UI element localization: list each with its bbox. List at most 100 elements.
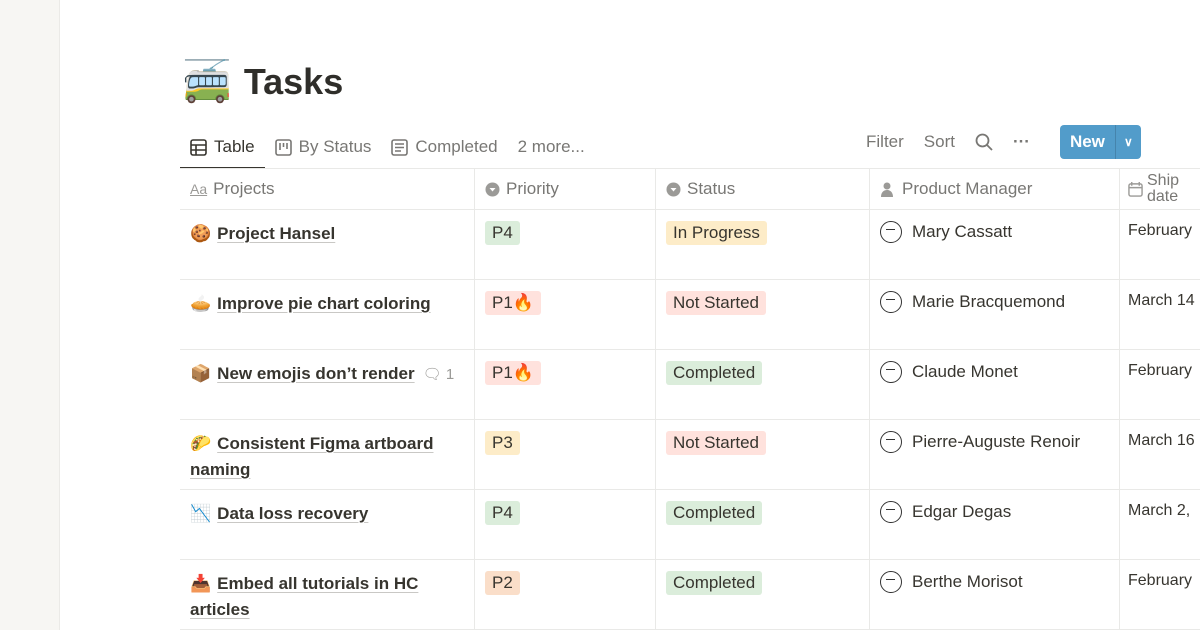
project-name-link[interactable]: Improve pie chart coloring (217, 294, 431, 313)
sort-button[interactable]: Sort (923, 132, 955, 151)
project-name-link[interactable]: Embed all tutorials in HC articles (190, 574, 419, 619)
column-header-priority[interactable]: Priority (475, 169, 656, 209)
project-name-link[interactable]: Consistent Figma artboard naming (190, 434, 434, 479)
calendar-icon (1128, 181, 1143, 197)
project-emoji: 🥧 (190, 294, 212, 313)
priority-tag: P1🔥 (485, 291, 541, 315)
product-manager-cell[interactable]: Claude Monet (870, 350, 1120, 419)
column-header-projects[interactable]: Aa Projects (180, 169, 475, 209)
column-header-product-manager[interactable]: Product Manager (870, 169, 1120, 209)
status-cell[interactable]: In Progress (656, 210, 870, 279)
column-header-status[interactable]: Status (656, 169, 870, 209)
project-emoji: 📥 (190, 574, 212, 593)
avatar (880, 291, 902, 313)
product-manager-cell[interactable]: Berthe Morisot (870, 560, 1120, 629)
status-cell[interactable]: Not Started (656, 420, 870, 489)
ship-date-cell[interactable]: March 14 (1120, 280, 1200, 349)
manager-name: Marie Bracquemond (912, 292, 1066, 311)
priority-cell[interactable]: P4 (475, 210, 656, 279)
project-cell[interactable]: 📥 Embed all tutorials in HC articles (180, 560, 475, 629)
avatar (880, 361, 902, 383)
ship-date: February (1128, 362, 1193, 379)
manager-name: Berthe Morisot (912, 572, 1023, 591)
project-emoji: 🌮 (190, 434, 212, 453)
project-name-link[interactable]: New emojis don’t render (217, 364, 415, 383)
filter-button[interactable]: Filter (866, 132, 904, 151)
ship-date-cell[interactable]: February (1120, 350, 1200, 419)
column-label: Status (687, 179, 736, 198)
table-row[interactable]: 🥧 Improve pie chart coloring P1🔥 Not Star… (180, 280, 1200, 350)
tab-completed[interactable]: Completed (381, 126, 507, 168)
priority-tag: P4 (485, 221, 520, 245)
project-cell[interactable]: 🥧 Improve pie chart coloring (180, 280, 475, 349)
tab-by-status[interactable]: By Status (265, 126, 382, 168)
sidebar (0, 0, 60, 630)
search-icon[interactable] (975, 133, 993, 151)
tab-more[interactable]: 2 more... (508, 126, 595, 168)
manager-name: Pierre-Auguste Renoir (912, 432, 1081, 451)
tasks-table: Aa Projects Priority Status Product Manag… (180, 168, 1200, 630)
toolbar: Filter Sort ··· New ∨ (866, 125, 1141, 159)
project-emoji: 🍪 (190, 224, 212, 243)
page-title: 🚎 Tasks (182, 58, 343, 105)
project-cell[interactable]: 📦 New emojis don’t render 🗨︎ 1 (180, 350, 475, 419)
status-cell[interactable]: Completed (656, 350, 870, 419)
status-cell[interactable]: Not Started (656, 280, 870, 349)
status-cell[interactable]: Completed (656, 560, 870, 629)
manager-name: Claude Monet (912, 362, 1018, 381)
status-tag: Completed (666, 571, 763, 595)
board-icon (274, 138, 292, 156)
priority-cell[interactable]: P4 (475, 490, 656, 559)
product-manager-cell[interactable]: Edgar Degas (870, 490, 1120, 559)
ship-date: February (1128, 572, 1193, 589)
status-tag: Not Started (666, 431, 766, 455)
ship-date-cell[interactable]: March 2, (1120, 490, 1200, 559)
tab-label: Table (214, 137, 255, 156)
avatar (880, 501, 902, 523)
text-property-icon: Aa (190, 181, 208, 197)
new-button[interactable]: New ∨ (1059, 125, 1141, 159)
table-row[interactable]: 📦 New emojis don’t render 🗨︎ 1 P1🔥 Complet… (180, 350, 1200, 420)
project-cell[interactable]: 📉 Data loss recovery (180, 490, 475, 559)
chevron-down-icon[interactable]: ∨ (1114, 125, 1141, 159)
priority-tag: P2 (485, 571, 520, 595)
manager-name: Edgar Degas (912, 502, 1012, 521)
status-tag: Completed (666, 361, 763, 385)
table-row[interactable]: 🍪 Project Hansel P4 In Progress Mary Cass… (180, 210, 1200, 280)
product-manager-cell[interactable]: Pierre-Auguste Renoir (870, 420, 1120, 489)
product-manager-cell[interactable]: Mary Cassatt (870, 210, 1120, 279)
more-options-icon[interactable]: ··· (1012, 132, 1030, 151)
tab-table[interactable]: Table (180, 126, 265, 169)
column-label: Product Manager (902, 179, 1033, 198)
project-cell[interactable]: 🌮 Consistent Figma artboard naming (180, 420, 475, 489)
ship-date-cell[interactable]: February (1120, 210, 1200, 279)
page-emoji[interactable]: 🚎 (182, 60, 232, 104)
new-button-label[interactable]: New (1069, 132, 1105, 151)
table-row[interactable]: 🌮 Consistent Figma artboard naming P3 Not… (180, 420, 1200, 490)
project-name-link[interactable]: Project Hansel (217, 224, 336, 243)
priority-tag: P3 (485, 431, 520, 455)
column-header-ship-date[interactable]: Ship date (1120, 169, 1200, 209)
table-row[interactable]: 📉 Data loss recovery P4 Completed Edgar D… (180, 490, 1200, 560)
priority-cell[interactable]: P2 (475, 560, 656, 629)
project-emoji: 📦 (190, 364, 212, 383)
ship-date-cell[interactable]: February (1120, 560, 1200, 629)
tab-label: By Status (298, 137, 372, 156)
priority-cell[interactable]: P1🔥 (475, 350, 656, 419)
comment-icon: 🗨︎ (422, 366, 442, 383)
comment-count[interactable]: 🗨︎ 1 (423, 366, 455, 383)
status-cell[interactable]: Completed (656, 490, 870, 559)
select-property-icon (485, 182, 500, 196)
table-row[interactable]: 📥 Embed all tutorials in HC articles P2 C… (180, 560, 1200, 630)
ship-date: March 2, (1128, 502, 1191, 519)
priority-cell[interactable]: P1🔥 (475, 280, 656, 349)
ship-date-cell[interactable]: March 16 (1120, 420, 1200, 489)
project-emoji: 📉 (190, 504, 212, 523)
project-name-link[interactable]: Data loss recovery (217, 504, 369, 523)
project-cell[interactable]: 🍪 Project Hansel (180, 210, 475, 279)
page-title-text: Tasks (243, 60, 344, 102)
status-tag: In Progress (666, 221, 767, 245)
priority-cell[interactable]: P3 (475, 420, 656, 489)
product-manager-cell[interactable]: Marie Bracquemond (870, 280, 1120, 349)
column-label: Ship date (1147, 172, 1180, 205)
